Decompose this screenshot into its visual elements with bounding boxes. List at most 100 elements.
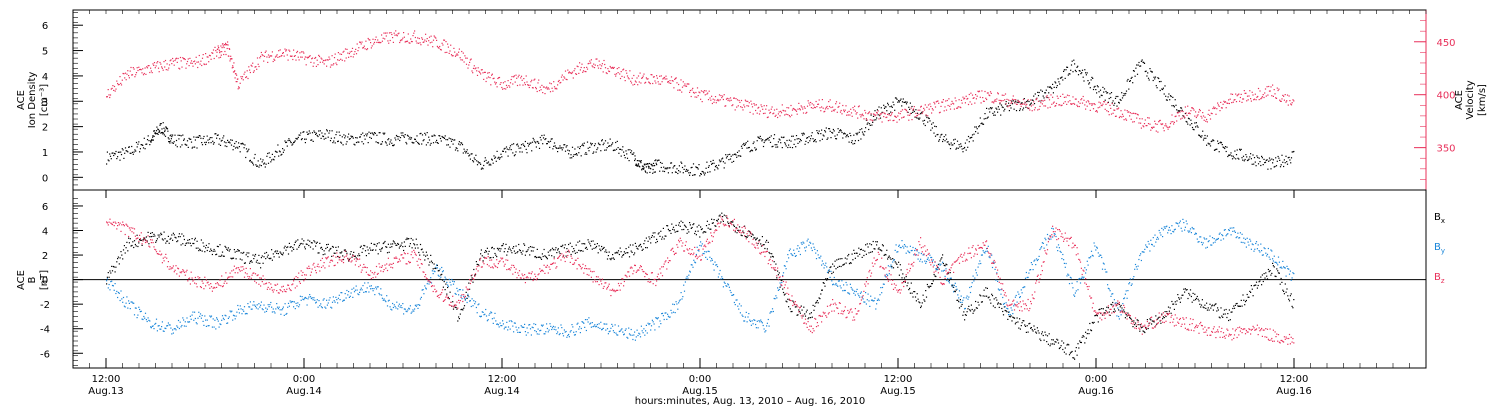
data-point-ion-density <box>656 160 658 162</box>
data-point-velocity <box>869 119 871 121</box>
data-point-velocity <box>815 100 817 103</box>
data-point-velocity <box>513 76 515 78</box>
data-point-ion-density <box>442 136 444 138</box>
data-point-ion-density <box>164 130 166 132</box>
data-point-ion-density <box>335 134 337 136</box>
data-point-velocity <box>223 46 225 49</box>
data-point-ion-density <box>976 128 978 130</box>
data-point-ion-density <box>172 142 174 144</box>
data-point-bx <box>1180 297 1182 299</box>
data-point-ion-density <box>1032 99 1034 101</box>
data-point-bx <box>399 245 401 247</box>
data-point-bx <box>265 258 267 260</box>
data-point-velocity <box>1283 95 1285 97</box>
data-point-by <box>145 319 147 321</box>
data-point-bx <box>1064 347 1066 349</box>
data-point-velocity <box>648 82 651 84</box>
data-point-velocity <box>383 32 385 34</box>
data-point-by <box>359 289 361 291</box>
data-point-by <box>397 308 399 310</box>
data-point-bx <box>1187 297 1189 300</box>
data-point-bx <box>778 272 780 274</box>
data-point-bx <box>696 226 698 228</box>
data-point-bx <box>273 256 275 258</box>
data-point-velocity <box>333 57 336 59</box>
data-point-ion-density <box>443 137 445 139</box>
data-point-ion-density <box>1092 77 1094 79</box>
data-point-ion-density <box>1161 88 1163 90</box>
data-point-ion-density <box>795 135 798 137</box>
data-point-velocity <box>612 66 614 68</box>
data-point-ion-density <box>106 163 108 165</box>
data-point-bx <box>678 222 680 224</box>
data-point-velocity <box>663 76 666 79</box>
data-point-velocity <box>1180 118 1182 120</box>
data-point-ion-density <box>978 125 981 127</box>
data-point-bx <box>1047 343 1049 345</box>
data-point-ion-density <box>654 160 656 162</box>
data-point-velocity <box>287 59 289 61</box>
data-point-ion-density <box>396 135 398 138</box>
data-point-ion-density <box>1002 106 1004 109</box>
data-point-bx <box>604 251 606 253</box>
data-point-velocity <box>1147 117 1149 119</box>
data-point-ion-density <box>833 130 835 132</box>
data-point-bx <box>1292 307 1294 309</box>
data-point-bx <box>983 289 985 291</box>
data-point-ion-density <box>1082 76 1084 78</box>
data-point-ion-density <box>270 161 272 163</box>
data-point-velocity <box>893 119 895 121</box>
data-point-ion-density <box>1004 108 1006 110</box>
data-point-bx <box>749 231 751 233</box>
data-point-bx <box>1156 323 1158 325</box>
data-point-velocity <box>549 82 551 84</box>
data-point-velocity <box>326 65 328 67</box>
data-point-ion-density <box>1205 137 1207 139</box>
data-point-by <box>124 306 126 308</box>
data-point-velocity <box>483 78 485 80</box>
data-point-by <box>384 299 386 302</box>
data-point-velocity <box>1291 102 1293 104</box>
data-point-velocity <box>607 68 609 70</box>
data-point-ion-density <box>592 152 594 154</box>
data-point-bx <box>1188 292 1190 295</box>
data-point-velocity <box>1028 107 1030 109</box>
data-point-ion-density <box>1237 157 1239 159</box>
data-point-ion-density <box>814 139 816 141</box>
data-point-bx <box>574 252 576 254</box>
data-point-ion-density <box>138 141 140 143</box>
data-point-ion-density <box>519 151 521 153</box>
data-point-bx <box>1271 272 1273 274</box>
data-point-ion-density <box>513 143 515 145</box>
data-point-velocity <box>538 90 541 92</box>
data-point-velocity <box>967 103 970 106</box>
field-tick-label: 0 <box>42 276 48 287</box>
data-point-bx <box>794 306 796 308</box>
data-point-bx <box>873 248 875 250</box>
data-point-ion-density <box>623 151 625 153</box>
data-point-bx <box>852 259 854 261</box>
data-point-velocity <box>864 109 866 112</box>
data-point-ion-density <box>171 142 173 144</box>
data-point-ion-density <box>997 111 999 113</box>
data-point-ion-density <box>723 167 725 169</box>
data-point-ion-density <box>560 147 562 149</box>
data-point-ion-density <box>1066 66 1068 68</box>
data-point-velocity <box>1286 94 1289 96</box>
data-point-velocity <box>111 87 113 89</box>
data-point-bx <box>606 258 609 260</box>
data-point-ion-density <box>585 152 587 154</box>
data-point-ion-density <box>218 143 220 145</box>
data-point-ion-density <box>641 165 644 167</box>
data-point-velocity <box>1107 102 1109 104</box>
data-point-bx <box>480 253 482 255</box>
data-point-velocity <box>850 108 852 110</box>
data-point-bx <box>278 256 280 258</box>
data-point-velocity <box>1190 110 1192 112</box>
data-point-velocity <box>158 71 160 73</box>
data-point-by <box>152 325 154 327</box>
data-point-bx <box>748 230 750 232</box>
data-point-ion-density <box>1103 88 1106 90</box>
data-point-velocity <box>1048 99 1051 101</box>
data-point-velocity <box>1248 95 1250 97</box>
